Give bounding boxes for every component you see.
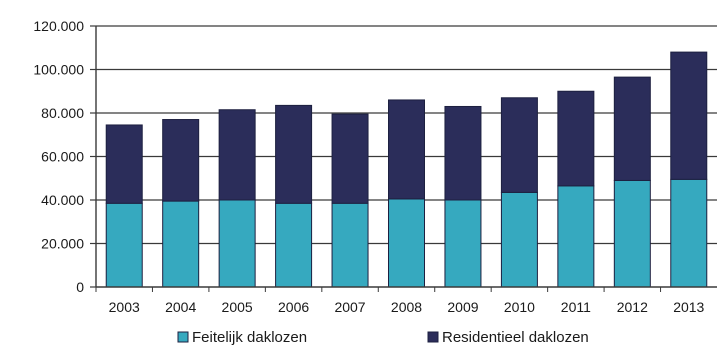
bar-segment-feitelijk [500,191,538,288]
bar-segment-residentieel [331,113,369,204]
bar-segment-residentieel [557,90,595,187]
x-tick-label: 2011 [561,299,591,315]
bar-segment-feitelijk [444,199,482,288]
x-tick-label: 2007 [334,299,365,315]
legend-swatch-feitelijk [177,331,189,343]
legend-swatch-residentieel [427,331,439,343]
y-tick-label: 20.000 [41,236,84,252]
x-tick-label: 2008 [391,299,422,315]
bar-segment-feitelijk [557,185,595,288]
y-tick-label: 100.000 [33,62,84,78]
legend: Feitelijk daklozen Residentieel daklozen [177,329,589,346]
bar-segment-feitelijk [105,202,143,288]
x-tick-label: 2003 [109,299,140,315]
x-tick-label: 2006 [278,299,309,315]
bars [105,51,708,288]
bar-segment-residentieel [275,104,313,204]
bar-segment-residentieel [670,51,708,180]
x-tick-label: 2005 [222,299,253,315]
legend-label-feitelijk: Feitelijk daklozen [192,329,307,346]
bar-segment-feitelijk [162,200,200,288]
bar-segment-feitelijk [275,202,313,288]
bar-segment-residentieel [500,97,538,193]
x-tick-label: 2013 [673,299,704,315]
bar-segment-residentieel [218,109,256,201]
y-tick-label: 120.000 [33,18,84,34]
bar-segment-residentieel [105,124,143,204]
bar-segment-feitelijk [218,199,256,288]
axes: 0 20.000 40.000 60.000 80.000 100.000 120.000 2… [33,18,717,315]
y-tick-label: 80.000 [41,105,84,121]
legend-label-residentieel: Residentieel daklozen [442,329,589,346]
x-tick-label: 2012 [617,299,648,315]
bar-segment-residentieel [162,119,200,202]
bar-segment-residentieel [444,105,482,201]
x-tick-label: 2010 [504,299,535,315]
y-tick-label: 60.000 [41,149,84,165]
x-tick-label: 2009 [447,299,478,315]
bar-segment-residentieel [613,76,651,181]
bar-segment-feitelijk [670,178,708,288]
y-tick-label: 0 [76,279,84,295]
y-tick-label: 40.000 [41,192,84,208]
bar-segment-feitelijk [613,179,651,288]
bar-segment-residentieel [388,99,425,200]
bar-segment-feitelijk [388,198,425,288]
bar-segment-feitelijk [331,202,369,288]
x-tick-label: 2004 [165,299,196,315]
